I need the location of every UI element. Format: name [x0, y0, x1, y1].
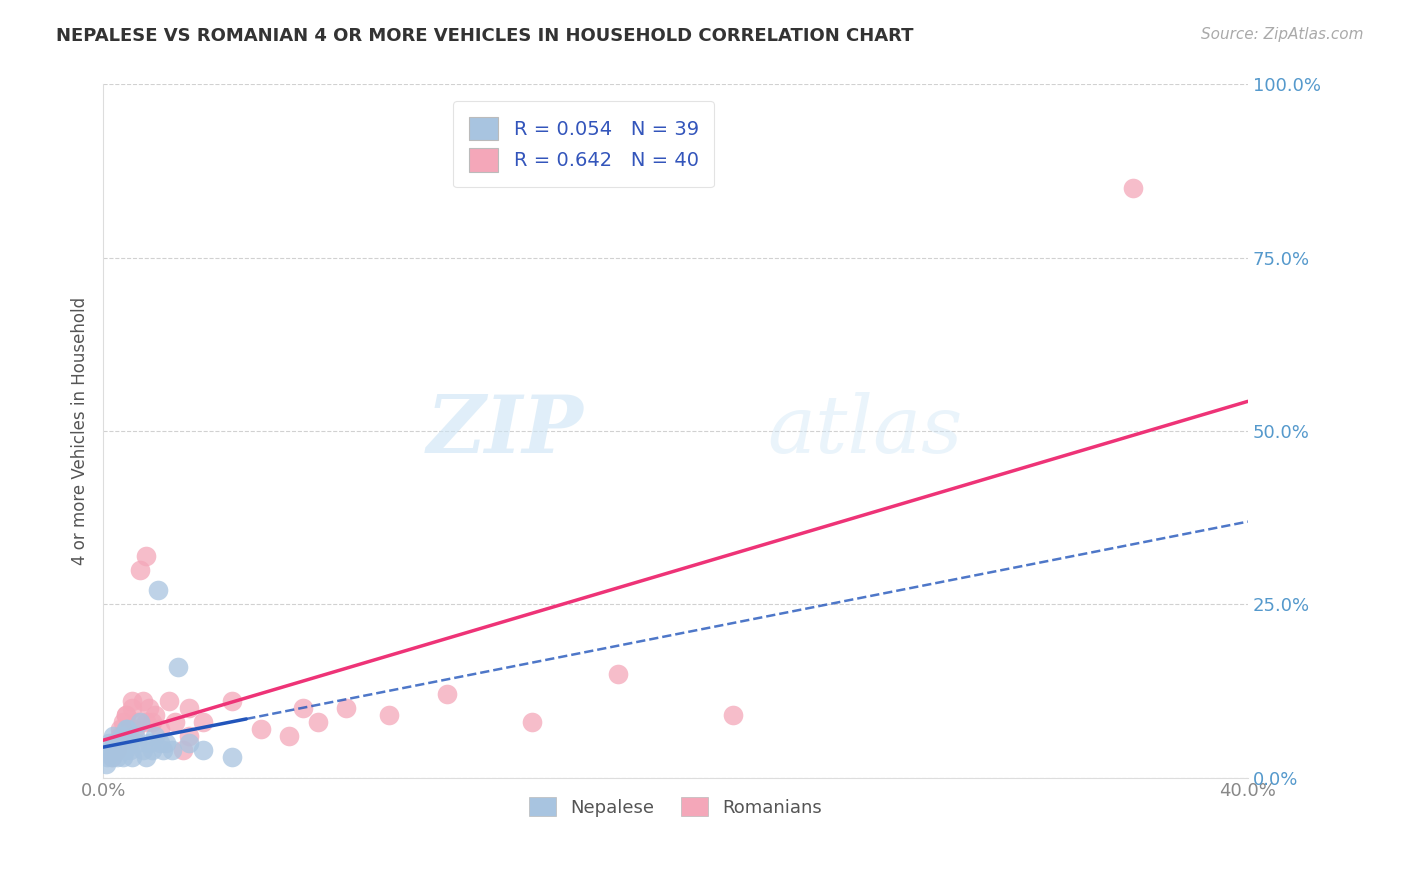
Point: [115, 708, 138, 723]
Point: [132, 694, 155, 708]
Point: [121, 749, 143, 764]
Point: [522, 715, 544, 730]
Point: [120, 743, 142, 757]
Point: [110, 729, 132, 743]
Point: [193, 715, 215, 730]
Point: [149, 736, 172, 750]
Point: [378, 708, 401, 723]
Point: [107, 749, 129, 764]
Point: [335, 701, 357, 715]
Point: [157, 694, 180, 708]
Point: [112, 749, 135, 764]
Point: [172, 743, 194, 757]
Point: [117, 722, 139, 736]
Point: [115, 708, 138, 723]
Point: [135, 549, 157, 563]
Point: [100, 749, 122, 764]
Point: [97, 736, 120, 750]
Point: [103, 736, 125, 750]
Point: [249, 722, 271, 736]
Point: [163, 715, 186, 730]
Point: [1122, 181, 1144, 195]
Point: [177, 736, 200, 750]
Point: [135, 715, 157, 730]
Point: [114, 743, 136, 757]
Point: [105, 743, 128, 757]
Point: [177, 729, 200, 743]
Point: [121, 701, 143, 715]
Point: [118, 736, 141, 750]
Point: [110, 743, 132, 757]
Point: [138, 701, 160, 715]
Text: ZIP: ZIP: [427, 392, 583, 470]
Point: [108, 736, 131, 750]
Point: [98, 743, 121, 757]
Point: [121, 694, 143, 708]
Text: atlas: atlas: [768, 392, 963, 470]
Point: [149, 722, 172, 736]
Point: [94, 756, 117, 771]
Point: [143, 729, 166, 743]
Point: [115, 722, 138, 736]
Point: [107, 743, 129, 757]
Point: [132, 743, 155, 757]
Point: [141, 743, 163, 757]
Point: [721, 708, 744, 723]
Point: [138, 736, 160, 750]
Point: [166, 659, 188, 673]
Point: [221, 749, 243, 764]
Point: [129, 563, 152, 577]
Point: [101, 729, 124, 743]
Legend: Nepalese, Romanians: Nepalese, Romanians: [522, 790, 830, 824]
Point: [107, 743, 129, 757]
Point: [177, 701, 200, 715]
Point: [110, 722, 132, 736]
Y-axis label: 4 or more Vehicles in Household: 4 or more Vehicles in Household: [72, 297, 89, 565]
Point: [221, 694, 243, 708]
Point: [111, 729, 134, 743]
Point: [135, 749, 157, 764]
Text: Source: ZipAtlas.com: Source: ZipAtlas.com: [1201, 27, 1364, 42]
Point: [193, 743, 215, 757]
Point: [436, 687, 458, 701]
Point: [103, 736, 125, 750]
Point: [118, 722, 141, 736]
Text: NEPALESE VS ROMANIAN 4 OR MORE VEHICLES IN HOUSEHOLD CORRELATION CHART: NEPALESE VS ROMANIAN 4 OR MORE VEHICLES …: [56, 27, 914, 45]
Point: [292, 701, 315, 715]
Point: [127, 715, 149, 730]
Point: [155, 736, 177, 750]
Point: [607, 666, 630, 681]
Point: [143, 708, 166, 723]
Point: [103, 736, 125, 750]
Point: [124, 729, 146, 743]
Point: [141, 715, 163, 730]
Point: [127, 736, 149, 750]
Point: [124, 722, 146, 736]
Point: [307, 715, 329, 730]
Point: [129, 715, 152, 730]
Point: [96, 749, 118, 764]
Point: [152, 743, 174, 757]
Point: [100, 743, 122, 757]
Point: [100, 749, 122, 764]
Point: [146, 583, 169, 598]
Point: [112, 736, 135, 750]
Point: [112, 715, 135, 730]
Point: [278, 729, 301, 743]
Point: [160, 743, 183, 757]
